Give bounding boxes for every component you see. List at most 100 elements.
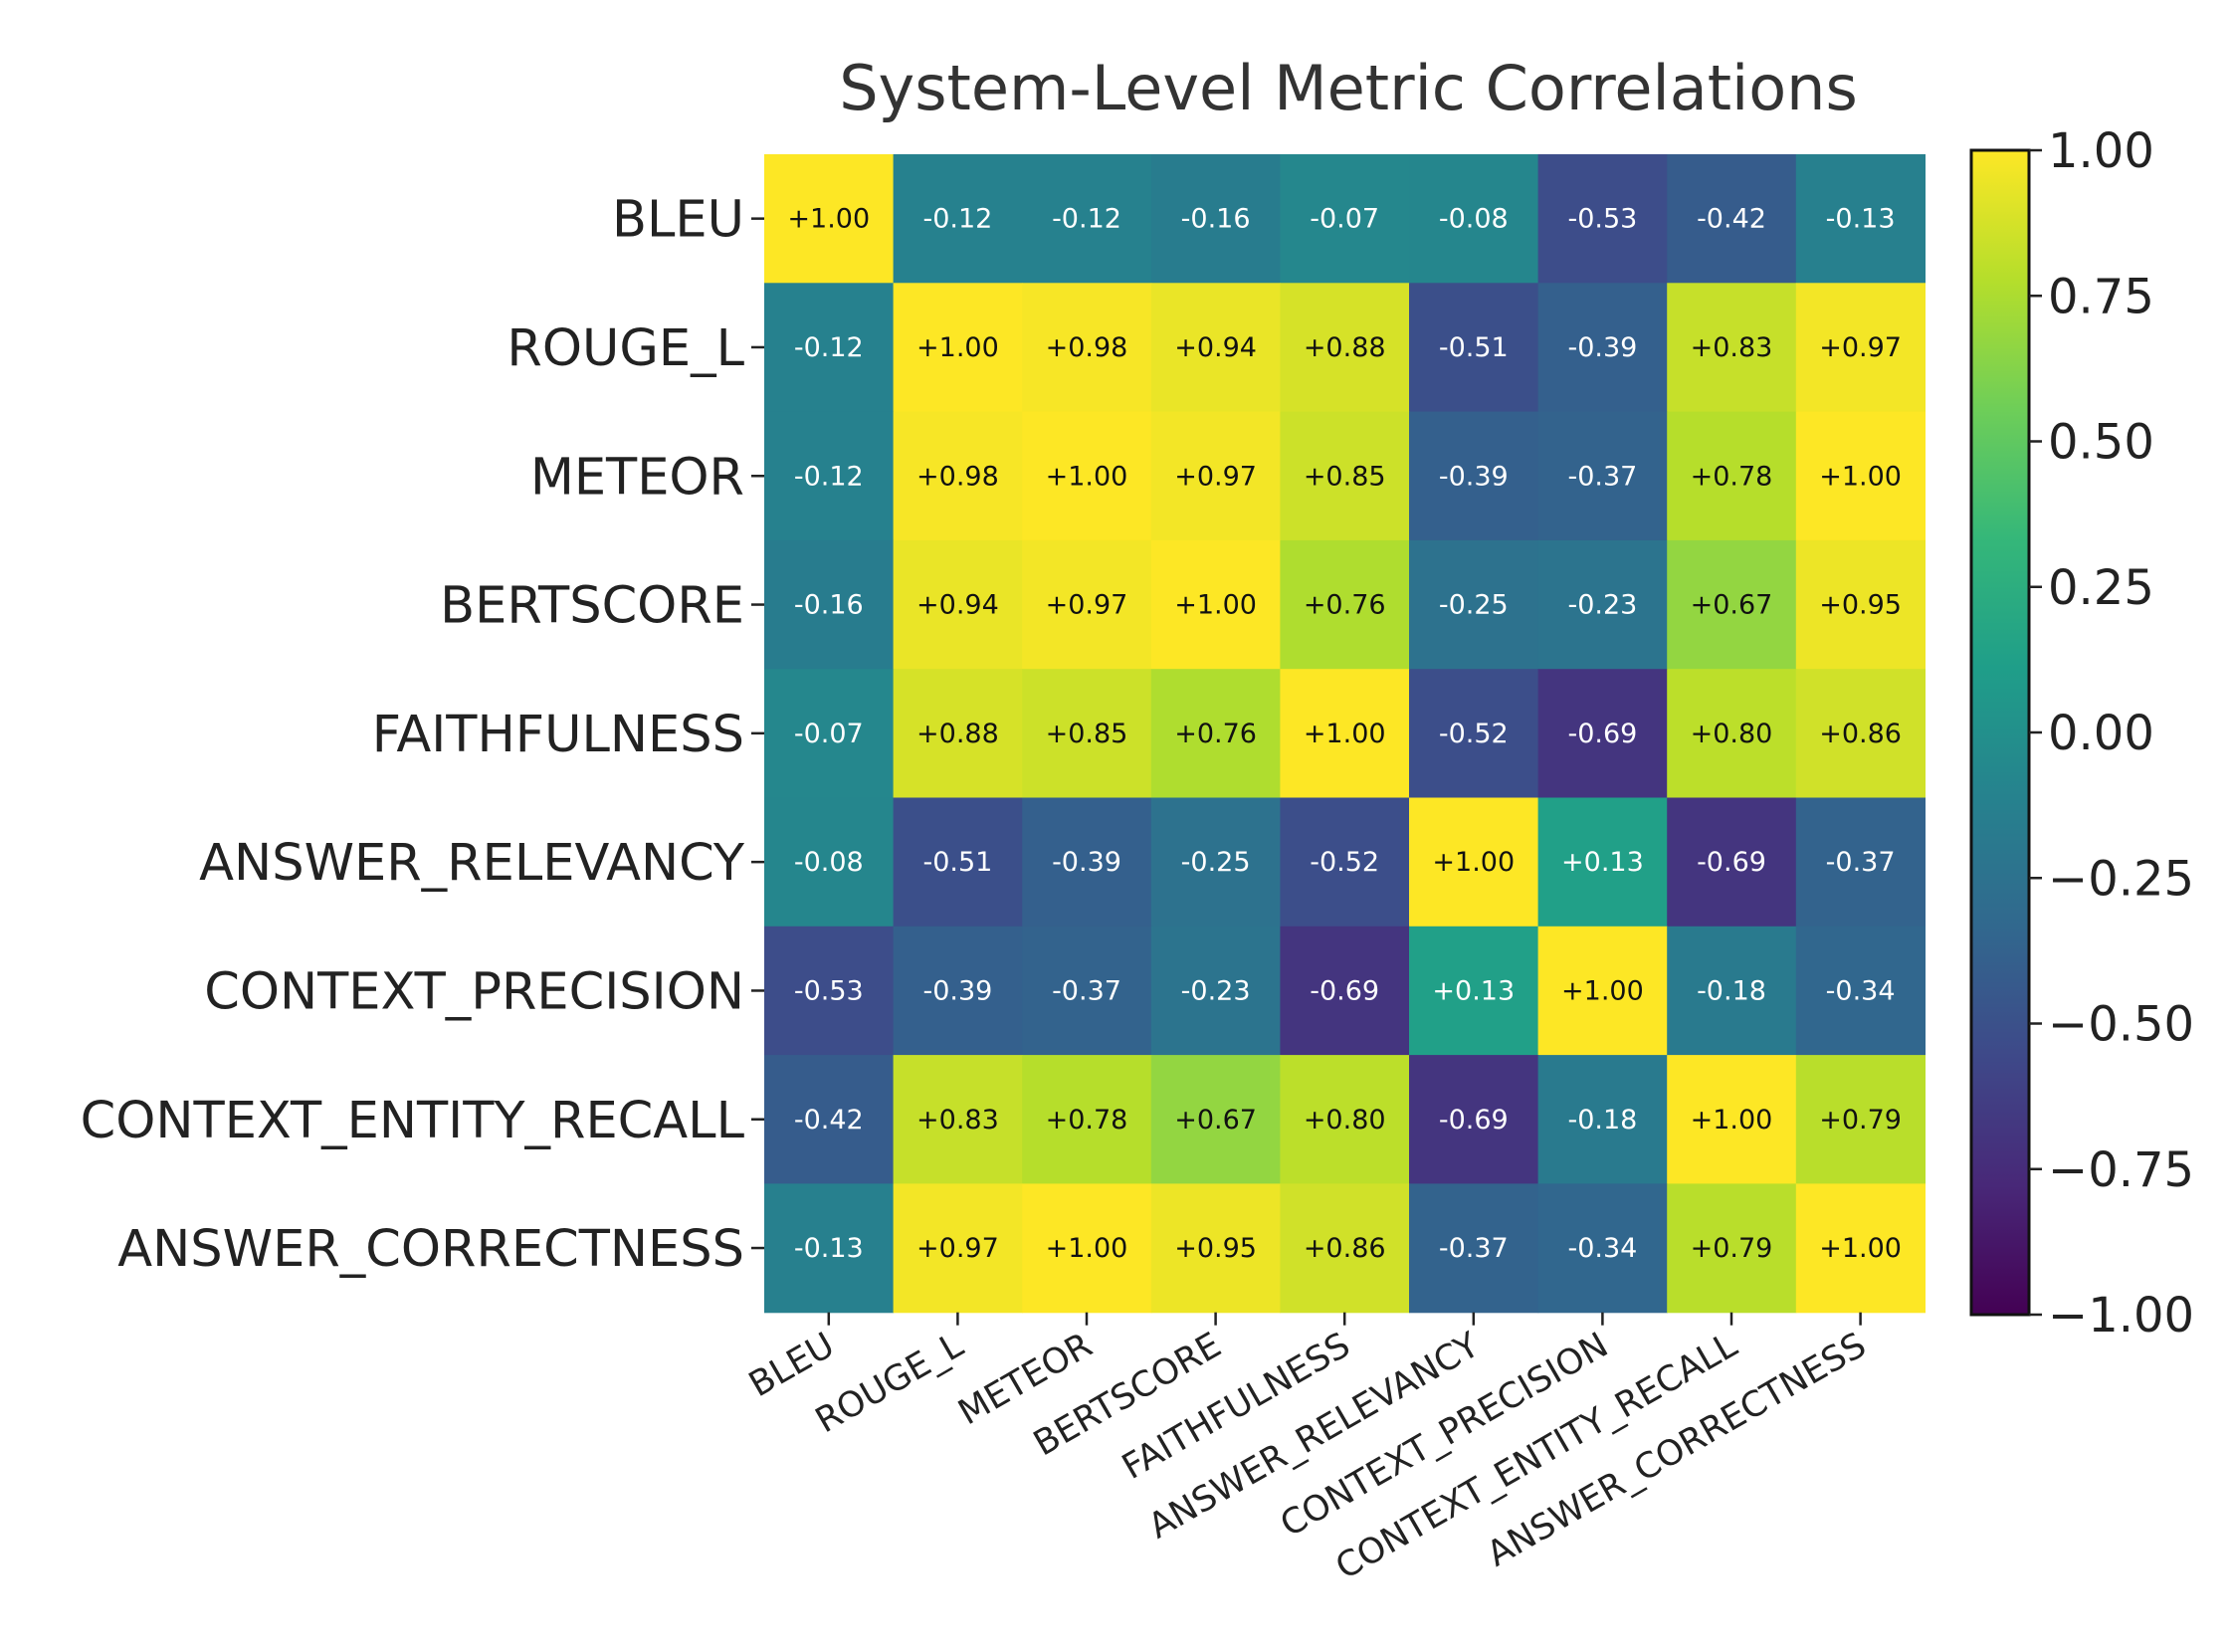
heatmap-cell <box>1409 539 1539 670</box>
heatmap-cell <box>1022 926 1152 1056</box>
heatmap-cell <box>1667 669 1797 799</box>
heatmap-cell <box>1150 411 1281 541</box>
cell-value-label: -0.69 <box>1439 1105 1509 1136</box>
heatmap-cell <box>1280 669 1410 799</box>
cell-value-label: +0.97 <box>1046 590 1128 621</box>
heatmap-cell <box>1280 1183 1410 1314</box>
cell-value-label: -0.69 <box>1697 847 1766 878</box>
heatmap-cell <box>1409 1183 1539 1314</box>
heatmap-cell <box>1409 154 1539 284</box>
cell-value-label: -0.39 <box>1439 461 1509 492</box>
cell-value-label: +0.83 <box>916 1105 999 1136</box>
y-tick-label: BERTSCORE <box>440 577 744 636</box>
heatmap-cell <box>1667 411 1797 541</box>
cell-value-label: +1.00 <box>1819 461 1902 492</box>
colorbar-tick-label: −1.00 <box>2048 1288 2194 1343</box>
cell-value-label: +0.97 <box>916 1233 999 1264</box>
heatmap-cell <box>1537 1183 1668 1314</box>
cell-value-label: +0.78 <box>1046 1105 1128 1136</box>
cell-value-label: +0.97 <box>1174 461 1257 492</box>
heatmap-cell <box>1667 1055 1797 1184</box>
cell-value-label: -0.25 <box>1439 590 1509 621</box>
cell-value-label: +1.00 <box>1691 1105 1773 1136</box>
heatmap-cell <box>1667 926 1797 1056</box>
column-labels: BLEUROUGE_LMETEORBERTSCOREFAITHFULNESSAN… <box>742 1312 1873 1587</box>
heatmap-cell <box>1022 154 1152 284</box>
heatmap-cell <box>764 283 895 413</box>
heatmap-cell <box>1667 1183 1797 1314</box>
heatmap-cells: +1.00 -0.12 -0.12 -0.16 -0.07 -0.08 -0.53 -0.42… <box>764 154 1926 1314</box>
cell-value-label: +0.67 <box>1174 1105 1257 1136</box>
heatmap-cell <box>1150 1055 1281 1184</box>
cell-value-label: -0.42 <box>1697 204 1766 235</box>
cell-value-label: -0.51 <box>1439 332 1509 363</box>
heatmap-cell <box>1022 411 1152 541</box>
cell-value-label: -0.52 <box>1310 847 1379 878</box>
cell-value-label: +0.80 <box>1691 719 1773 749</box>
heatmap-cell <box>1537 926 1668 1056</box>
colorbar-tick-label: −0.75 <box>2048 1142 2194 1198</box>
heatmap-cell <box>1537 1055 1668 1184</box>
heatmap-cell <box>1150 283 1281 413</box>
heatmap-cell <box>1280 539 1410 670</box>
heatmap-cell <box>764 1183 895 1314</box>
cell-value-label: -0.51 <box>922 847 992 878</box>
heatmap-cell <box>1537 154 1668 284</box>
cell-value-label: -0.18 <box>1697 975 1766 1006</box>
heatmap-cell <box>1667 154 1797 284</box>
cell-value-label: +0.79 <box>1819 1105 1902 1136</box>
colorbar-tick-label: 0.50 <box>2048 415 2154 471</box>
cell-value-label: +1.00 <box>916 332 999 363</box>
cell-value-label: +1.00 <box>787 204 870 235</box>
heatmap-cell <box>1537 411 1668 541</box>
chart-title: System-Level Metric Correlations <box>839 52 1858 124</box>
cell-value-label: +0.94 <box>916 590 999 621</box>
heatmap-cell <box>1667 539 1797 670</box>
heatmap-cell <box>1280 154 1410 284</box>
cell-value-label: +1.00 <box>1432 847 1515 878</box>
y-tick-label: ANSWER_CORRECTNESS <box>117 1220 744 1279</box>
heatmap-cell <box>1409 669 1539 799</box>
y-tick-label: ANSWER_RELEVANCY <box>199 834 745 893</box>
heatmap-cell <box>1537 283 1668 413</box>
heatmap-cell <box>1667 283 1797 413</box>
cell-value-label: -0.12 <box>922 204 992 235</box>
colorbar-tick-label: −0.50 <box>2048 997 2194 1053</box>
cell-value-label: -0.53 <box>794 975 864 1006</box>
cell-value-label: +0.98 <box>916 461 999 492</box>
heatmap-cell <box>764 669 895 799</box>
cell-value-label: +0.97 <box>1819 332 1902 363</box>
heatmap-cell <box>1150 926 1281 1056</box>
heatmap-cell <box>1409 1055 1539 1184</box>
cell-value-label: -0.42 <box>794 1105 864 1136</box>
cell-value-label: -0.39 <box>1052 847 1121 878</box>
cell-value-label: -0.12 <box>794 461 864 492</box>
heatmap-cell <box>1795 411 1926 541</box>
heatmap-cell <box>893 1183 1023 1314</box>
cell-value-label: -0.34 <box>1567 1233 1637 1264</box>
heatmap-cell <box>1409 797 1539 928</box>
heatmap-cell <box>1795 797 1926 928</box>
cell-value-label: +1.00 <box>1046 1233 1128 1264</box>
y-tick-label: BLEU <box>612 191 744 250</box>
cell-value-label: -0.16 <box>1181 204 1251 235</box>
heatmap-cell <box>1280 926 1410 1056</box>
cell-value-label: -0.07 <box>1310 204 1379 235</box>
heatmap-cell <box>1795 283 1926 413</box>
cell-value-label: +1.00 <box>1174 590 1257 621</box>
heatmap-cell <box>893 154 1023 284</box>
cell-value-label: -0.12 <box>1052 204 1121 235</box>
colorbar-scale <box>1969 148 2031 1317</box>
cell-value-label: -0.18 <box>1567 1105 1637 1136</box>
cell-value-label: +0.86 <box>1819 719 1902 749</box>
x-tick-label: ROUGE_L <box>809 1326 970 1442</box>
cell-value-label: +0.67 <box>1691 590 1773 621</box>
cell-value-label: +1.00 <box>1561 975 1644 1006</box>
heatmap-cell <box>1280 411 1410 541</box>
cell-value-label: +0.86 <box>1304 1233 1386 1264</box>
heatmap-cell <box>1280 797 1410 928</box>
heatmap-cell <box>1150 669 1281 799</box>
cell-value-label: -0.25 <box>1181 847 1251 878</box>
cell-value-label: +1.00 <box>1304 719 1386 749</box>
